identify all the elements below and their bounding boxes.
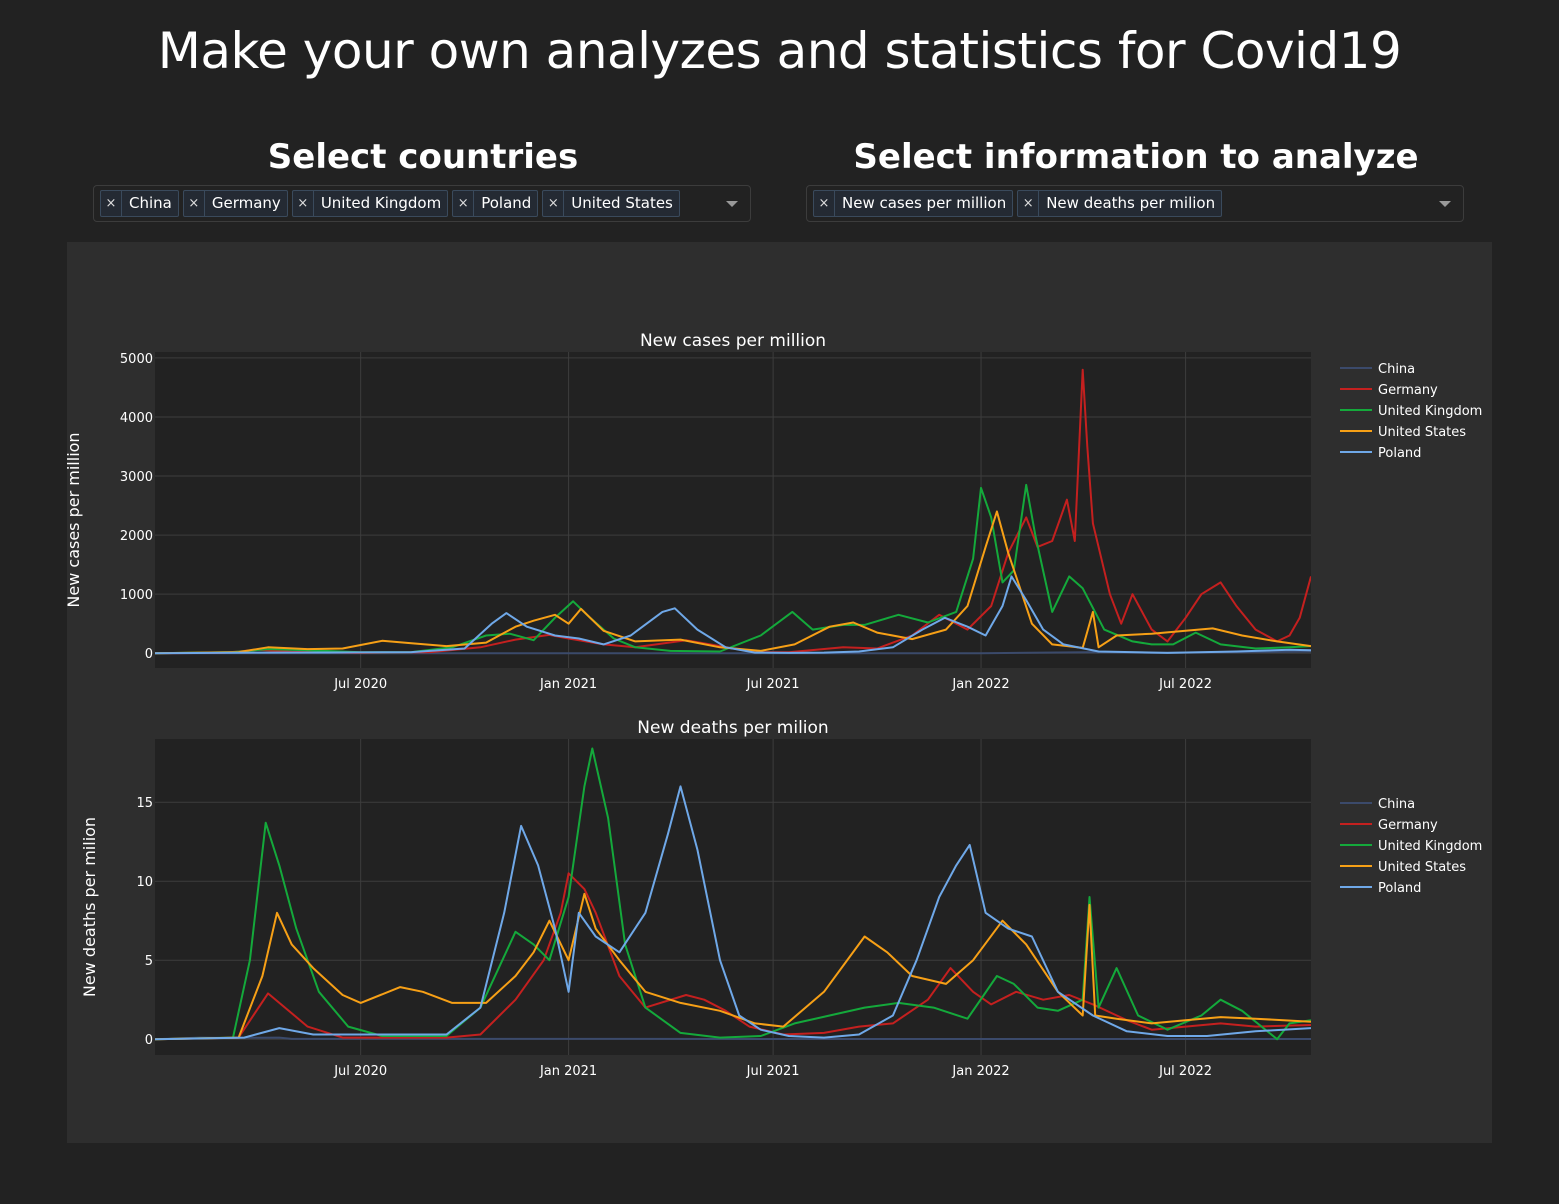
- x-tick-label: Jul 2022: [1158, 677, 1212, 692]
- y-axis-label: New cases per million: [67, 432, 83, 607]
- series-line-germany: [155, 872, 1311, 1041]
- y-tick-label: 3000: [120, 470, 153, 485]
- country-tag: × United Kingdom: [291, 190, 449, 217]
- info-multiselect[interactable]: × New cases per million × New deaths per m…: [806, 185, 1464, 222]
- chevron-down-icon[interactable]: [726, 201, 738, 207]
- x-tick-label: Jan 2021: [539, 677, 597, 692]
- country-tag: × Germany: [182, 190, 288, 217]
- legend-label: United Kingdom: [1378, 404, 1482, 419]
- chart-panel: 0 1000 2000 3000 4000 5000 Jul 2020 Jan 2021 Jul…: [64, 242, 1492, 1143]
- y-tick-label: 4000: [120, 411, 153, 426]
- x-tick-label: Jan 2022: [951, 677, 1009, 692]
- remove-tag-icon[interactable]: ×: [814, 191, 835, 216]
- info-tag: × New deaths per milion: [1017, 190, 1223, 217]
- x-tick-label: Jan 2021: [539, 1064, 597, 1079]
- remove-tag-icon[interactable]: ×: [453, 191, 475, 216]
- info-tag-label: New deaths per milion: [1046, 194, 1216, 212]
- y-tick-label: 0: [145, 647, 153, 662]
- x-tick-label: Jul 2020: [333, 677, 387, 692]
- legend-label: United States: [1378, 860, 1466, 875]
- remove-tag-icon[interactable]: ×: [184, 191, 205, 216]
- country-tag-label: Poland: [481, 194, 532, 212]
- series-line-united-states: [155, 892, 1311, 1041]
- series-line-united-kingdom: [155, 483, 1311, 655]
- remove-tag-icon[interactable]: ×: [543, 191, 565, 216]
- legend-label: Germany: [1378, 383, 1438, 398]
- legend-label: China: [1378, 362, 1415, 377]
- series-line-united-states: [155, 510, 1311, 655]
- charts-svg: 0 1000 2000 3000 4000 5000 Jul 2020 Jan 2021 Jul…: [64, 331, 1482, 1079]
- country-tag-label: Germany: [211, 194, 281, 212]
- x-tick-label: Jan 2022: [951, 1064, 1009, 1079]
- country-tag-label: China: [129, 194, 172, 212]
- y-tick-label: 10: [136, 875, 153, 890]
- country-tag: × China: [100, 190, 179, 217]
- series-line-poland: [155, 575, 1311, 655]
- remove-tag-icon[interactable]: ×: [101, 191, 122, 216]
- legend-label: Poland: [1378, 881, 1421, 896]
- y-tick-label: 2000: [120, 529, 153, 544]
- x-tick-label: Jul 2021: [746, 677, 800, 692]
- chart-title: New deaths per milion: [637, 718, 828, 738]
- legend-label: United Kingdom: [1378, 839, 1482, 854]
- x-tick-label: Jul 2022: [1158, 1064, 1212, 1079]
- country-tag-label: United Kingdom: [320, 194, 442, 212]
- page-title: Make your own analyzes and statistics fo…: [157, 22, 1402, 80]
- legend-label: Germany: [1378, 818, 1438, 833]
- country-tag: × United States: [542, 190, 680, 217]
- plot-2: 0 5 10 15 Jul 2020 Jan 2021 Jul 2021 Jan 2022 Ju…: [80, 718, 1482, 1079]
- y-tick-label: 5: [145, 954, 153, 969]
- legend-label: Poland: [1378, 446, 1421, 461]
- info-tag: × New cases per million: [813, 190, 1014, 217]
- legend-label: United States: [1378, 425, 1466, 440]
- country-tag-label: United States: [571, 194, 673, 212]
- remove-tag-icon[interactable]: ×: [293, 191, 314, 216]
- info-tag-label: New cases per million: [842, 194, 1007, 212]
- country-tag: × Poland: [452, 190, 539, 217]
- x-tick-label: Jul 2020: [333, 1064, 387, 1079]
- series-line-poland: [155, 785, 1311, 1041]
- countries-multiselect[interactable]: × China × Germany × United Kingdom × Poland …: [93, 185, 751, 222]
- legend-label: China: [1378, 797, 1415, 812]
- chart-title: New cases per million: [640, 331, 826, 351]
- plot-area: [155, 352, 1311, 668]
- y-tick-label: 0: [145, 1033, 153, 1048]
- chevron-down-icon[interactable]: [1439, 201, 1451, 207]
- y-axis-label: New deaths per milion: [80, 817, 99, 997]
- y-tick-label: 15: [136, 796, 153, 811]
- series-line-united-kingdom: [155, 747, 1311, 1041]
- plot-area: [155, 739, 1311, 1055]
- y-tick-label: 1000: [120, 588, 153, 603]
- plot-1: 0 1000 2000 3000 4000 5000 Jul 2020 Jan 2021 Jul…: [64, 331, 1482, 692]
- x-tick-label: Jul 2021: [746, 1064, 800, 1079]
- remove-tag-icon[interactable]: ×: [1018, 191, 1040, 216]
- y-tick-label: 5000: [120, 352, 153, 367]
- info-section-title: Select information to analyze: [853, 137, 1419, 177]
- countries-section-title: Select countries: [267, 137, 579, 177]
